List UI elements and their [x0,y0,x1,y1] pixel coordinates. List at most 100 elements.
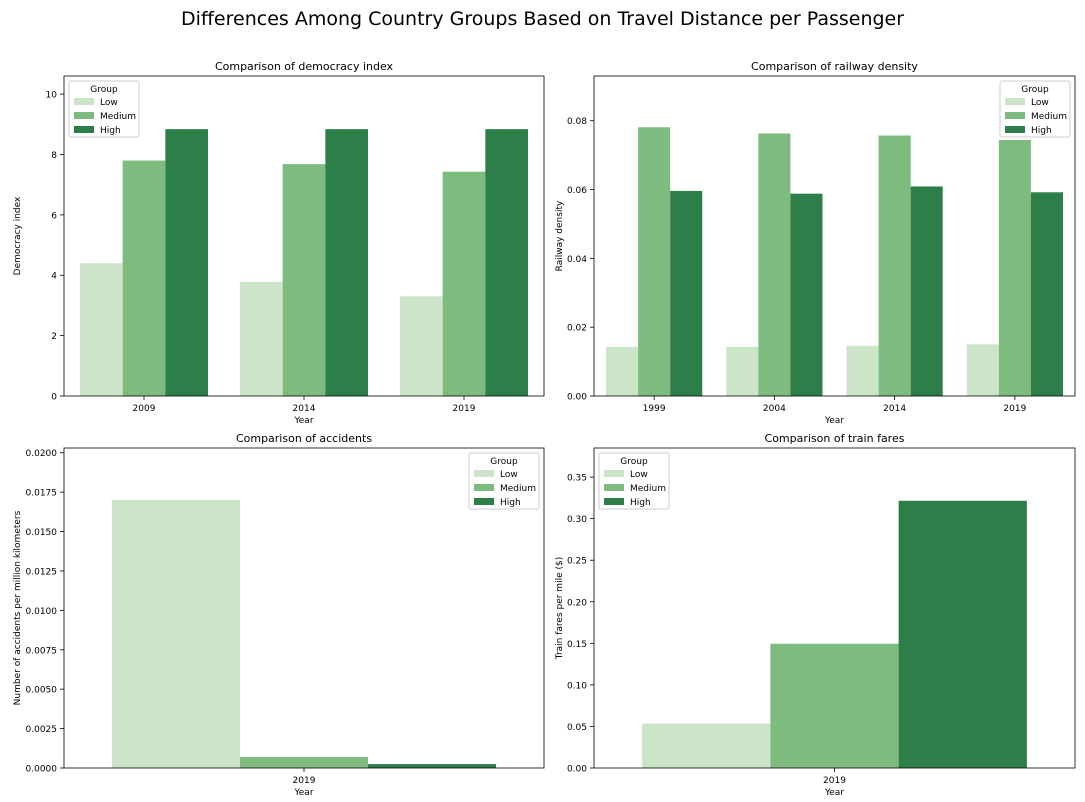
bar-medium-2019 [770,643,899,768]
legend-title: Group [490,457,518,467]
legend-swatch-low [604,470,624,477]
legend-label: Low [630,470,648,480]
y-tick-label: 6 [51,211,57,221]
legend: Group Low Medium High [999,80,1071,138]
bar-low-2014 [240,281,283,396]
y-tick-label: 0.06 [567,186,587,196]
y-tick-label: 0.0200 [26,449,58,459]
legend-swatch-high [474,498,494,505]
bar-low-2019 [642,723,771,768]
x-tick-label: 2004 [763,404,786,414]
chart-panel-1: Comparison of democracy index 0 2 4 6 8 10 2009… [13,60,545,426]
legend-swatch-medium [74,112,94,119]
legend-title: Group [1021,85,1049,95]
bar-medium-2014 [878,135,911,396]
y-tick-label: 0.0125 [26,567,58,577]
y-axis-label: Democracy index [13,196,23,275]
legend-label: High [630,498,651,508]
x-tick-label: 2019 [823,776,846,786]
bar-medium-2019 [442,171,486,396]
y-tick-label: 0.35 [567,474,587,484]
legend-title: Group [620,457,648,467]
x-axis-label: Year [824,788,844,798]
legend-label: Low [100,98,118,108]
bar-medium-2004 [758,133,791,396]
y-tick-label: 0 [51,393,57,403]
legend-swatch-low [474,470,494,477]
bar-high-2019 [1030,192,1063,396]
x-tick-label: 2019 [1003,404,1026,414]
legend-label: Low [1031,98,1049,108]
bar-low-2014 [846,345,879,396]
bar-medium-2014 [282,164,326,396]
legend-swatch-high [1005,126,1025,133]
bar-high-2014 [910,186,943,396]
bar-low-1999 [606,346,639,396]
y-tick-label: 0.0150 [26,528,58,538]
legend-swatch-low [1005,98,1025,105]
legend-label: High [1031,126,1052,136]
legend-swatch-medium [604,484,624,491]
y-tick-label: 2 [51,332,57,342]
figure-title: Differences Among Country Groups Based o… [180,8,905,30]
bar-low-2009 [80,263,123,396]
y-tick-label: 0.02 [567,324,587,334]
y-tick-label: 0.05 [567,723,587,733]
x-tick-label: 1999 [643,404,666,414]
x-tick-label: 2014 [883,404,906,414]
legend-label: High [100,126,121,136]
y-tick-label: 0.04 [567,255,587,265]
bar-medium-1999 [638,127,671,397]
y-tick-label: 0.0025 [26,725,58,735]
chart-panel-3: Comparison of accidents 0.0000 0.0025 0.005… [13,432,545,798]
y-tick-label: 0.0000 [26,765,58,775]
legend-box [468,452,540,510]
legend-label: Medium [100,112,136,122]
legend: Group Low Medium High [468,452,540,510]
bar-medium-2019 [240,756,368,768]
y-tick-label: 4 [51,272,57,282]
x-tick-label: 2019 [293,776,316,786]
legend: Group Low Medium High [598,452,670,510]
legend-swatch-medium [1005,112,1025,119]
legend-box [598,452,670,510]
y-tick-label: 0.0075 [26,646,58,656]
y-tick-label: 0.0050 [26,686,58,696]
y-tick-label: 0.30 [567,515,587,525]
legend-swatch-medium [474,484,494,491]
bar-high-2009 [165,129,208,396]
bar-high-2019 [368,764,496,768]
legend-swatch-low [74,98,94,105]
y-tick-label: 0.15 [567,640,587,650]
y-tick-label: 0.00 [567,765,587,775]
bar-high-2019 [485,129,528,396]
bar-low-2019 [400,296,443,396]
chart-title: Comparison of railway density [751,60,918,73]
y-axis-label: Number of accidents per million kilomete… [13,510,23,705]
chart-title: Comparison of democracy index [215,60,394,73]
y-tick-label: 0.00 [567,393,587,403]
y-tick-label: 0.08 [567,117,587,127]
x-tick-label: 2019 [453,404,476,414]
x-axis-label: Year [293,788,313,798]
chart-title: Comparison of train fares [765,432,905,445]
bar-high-2019 [898,500,1027,768]
legend-swatch-high [74,126,94,133]
legend-label: Low [500,470,518,480]
x-tick-label: 2014 [293,404,316,414]
legend-label: High [500,498,521,508]
legend-swatch-high [604,498,624,505]
y-tick-label: 0.0175 [26,489,58,499]
bar-low-2004 [726,346,759,396]
y-tick-label: 0.20 [567,598,587,608]
bar-low-2019 [966,344,999,396]
y-tick-label: 0.0100 [26,607,58,617]
bar-high-2004 [790,193,823,396]
bar-medium-2019 [998,140,1031,396]
x-tick-label: 2009 [133,404,156,414]
chart-panel-2: Comparison of railway density 0.00 0.02 0.0… [555,60,1076,426]
y-tick-label: 10 [46,91,58,101]
y-tick-label: 0.25 [567,557,587,567]
y-tick-label: 8 [51,151,57,161]
